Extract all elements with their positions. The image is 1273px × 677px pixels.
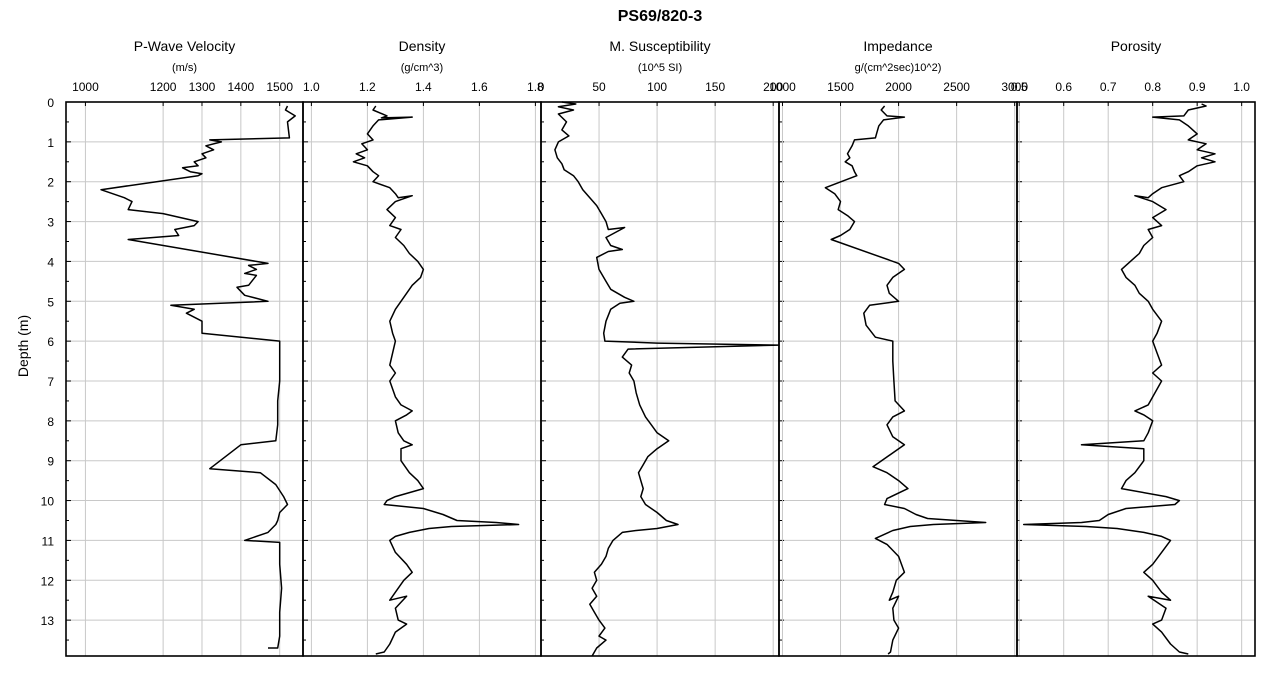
x-tick-label: 0.5 bbox=[1011, 80, 1028, 94]
y-tick-label: 6 bbox=[47, 335, 54, 349]
x-tick-label: 0.6 bbox=[1055, 80, 1072, 94]
panel-title: Density bbox=[399, 38, 446, 54]
x-tick-label: 0 bbox=[538, 80, 545, 94]
y-tick-label: 1 bbox=[47, 136, 54, 150]
x-tick-label: 2000 bbox=[885, 80, 912, 94]
x-tick-label: 2500 bbox=[943, 80, 970, 94]
y-tick-label: 2 bbox=[47, 176, 54, 190]
panel-frame bbox=[302, 101, 542, 657]
y-tick-label: 3 bbox=[47, 216, 54, 230]
x-tick-label: 1.0 bbox=[303, 80, 320, 94]
x-tick-label: 1.4 bbox=[415, 80, 432, 94]
chart-title: PS69/820-3 bbox=[618, 8, 703, 25]
y-tick-label: 0 bbox=[47, 96, 54, 110]
panel-porosity: 0.5 0.6 0.7 0.8 0.9 1.0 Porosity bbox=[1011, 38, 1256, 657]
y-tick-label: 4 bbox=[47, 255, 54, 269]
x-tick-label: 1000 bbox=[72, 80, 99, 94]
x-tick-label: 1300 bbox=[189, 80, 216, 94]
x-tick-label: 50 bbox=[592, 80, 606, 94]
panel-unit: g/(cm^2sec)10^2) bbox=[855, 62, 942, 74]
panel-impedance: 1000 1500 2000 2500 3000 Impedance g/(cm^2sec)… bbox=[769, 38, 1028, 657]
y-tick-label: 9 bbox=[47, 455, 54, 469]
x-tick-label: 1.8 bbox=[527, 80, 544, 94]
y-axis-label: Depth (m) bbox=[15, 315, 31, 377]
x-tick-label: 0.7 bbox=[1100, 80, 1117, 94]
series-line bbox=[100, 105, 296, 649]
panel-m-susceptibility: 0 50 100 150 200 M. Susceptibility (10^5 SI) bbox=[538, 38, 784, 657]
panel-density: 1.0 1.2 1.4 1.6 1.8 Density (g/cm^3) bbox=[302, 38, 544, 657]
y-tick-label: 8 bbox=[47, 415, 54, 429]
panel-title: Impedance bbox=[863, 38, 932, 54]
x-tick-label: 1.2 bbox=[359, 80, 376, 94]
panel-p-wave-velocity: 1000 1200 1300 1400 1500 P-Wave Velocity (m/s) bbox=[65, 38, 304, 657]
panel-frame bbox=[65, 101, 304, 657]
y-tick-label: 13 bbox=[41, 614, 55, 628]
series-line bbox=[824, 105, 987, 655]
panel-frame bbox=[778, 101, 1018, 657]
x-tick-label: 1200 bbox=[150, 80, 177, 94]
panel-title: P-Wave Velocity bbox=[134, 38, 235, 54]
x-tick-label: 1.0 bbox=[1233, 80, 1250, 94]
x-tick-label: 1500 bbox=[827, 80, 854, 94]
panel-unit: (g/cm^3) bbox=[401, 62, 443, 74]
panel-frame bbox=[540, 101, 780, 657]
panel-title: Porosity bbox=[1111, 38, 1162, 54]
x-tick-label: 1.6 bbox=[471, 80, 488, 94]
x-tick-label: 0.9 bbox=[1189, 80, 1206, 94]
y-tick-label: 7 bbox=[47, 375, 54, 389]
panel-title: M. Susceptibility bbox=[609, 38, 710, 54]
series-line bbox=[554, 101, 780, 657]
panel-frame bbox=[1016, 101, 1256, 657]
y-tick-label: 5 bbox=[47, 295, 54, 309]
y-tick-label: 12 bbox=[41, 574, 55, 588]
x-tick-label: 3000 bbox=[1001, 80, 1028, 94]
y-tick-label: 11 bbox=[42, 534, 55, 548]
x-tick-label: 200 bbox=[763, 80, 783, 94]
series-line bbox=[352, 105, 520, 655]
x-tick-label: 1000 bbox=[769, 80, 796, 94]
y-tick-label: 10 bbox=[41, 495, 55, 509]
panel-unit: (m/s) bbox=[172, 62, 197, 74]
x-tick-label: 1400 bbox=[227, 80, 254, 94]
x-tick-label: 100 bbox=[647, 80, 667, 94]
x-tick-label: 1500 bbox=[266, 80, 293, 94]
series-line bbox=[1022, 103, 1216, 655]
panel-unit: (10^5 SI) bbox=[638, 62, 682, 74]
x-tick-label: 0.8 bbox=[1144, 80, 1161, 94]
x-tick-label: 150 bbox=[705, 80, 725, 94]
